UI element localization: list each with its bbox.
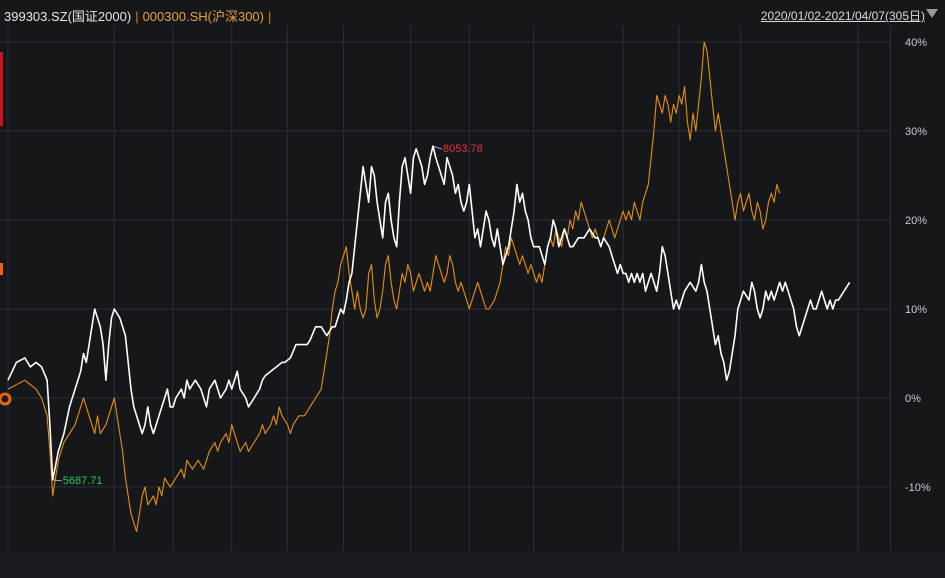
series-line-399303 — [7, 145, 851, 481]
annotation-layer: 8053.78 5687.71 — [52, 143, 483, 487]
date-range-label[interactable]: 2020/01/02-2021/04/07(305日) — [760, 9, 925, 23]
series-line-000300 — [7, 41, 781, 533]
start-marker-icon — [0, 392, 12, 406]
dropdown-arrow-icon[interactable] — [926, 9, 938, 18]
legend-series-399303[interactable]: 399303.SZ(国证2000) — [4, 9, 132, 24]
side-marker-orange — [0, 263, 3, 275]
legend-trailing-separator: | — [267, 9, 272, 24]
y-tick-label: 0% — [905, 393, 921, 405]
x-axis-strip — [0, 551, 945, 578]
annotation-leader — [52, 479, 62, 482]
y-axis-labels: 40% 30% 20% 10% 0% -10% — [905, 37, 931, 494]
y-tick-label: 20% — [905, 215, 927, 227]
chart-legend: 399303.SZ(国证2000) | 000300.SH(沪深300) | — [4, 6, 275, 25]
side-marker-red — [0, 52, 3, 126]
legend-separator: | — [135, 9, 139, 24]
y-tick-label: 30% — [905, 126, 927, 138]
y-tick-label: 10% — [905, 304, 927, 316]
chart-grid — [0, 26, 945, 555]
y-tick-label: 40% — [905, 37, 927, 49]
min-value-label: 5687.71 — [63, 475, 103, 487]
max-value-label: 8053.78 — [443, 143, 483, 155]
annotation-leader — [432, 145, 443, 150]
series-layer — [0, 41, 851, 533]
chart-header — [0, 0, 945, 26]
legend-series-000300[interactable]: 000300.SH(沪深300) — [142, 9, 264, 24]
y-tick-label: -10% — [905, 482, 931, 494]
